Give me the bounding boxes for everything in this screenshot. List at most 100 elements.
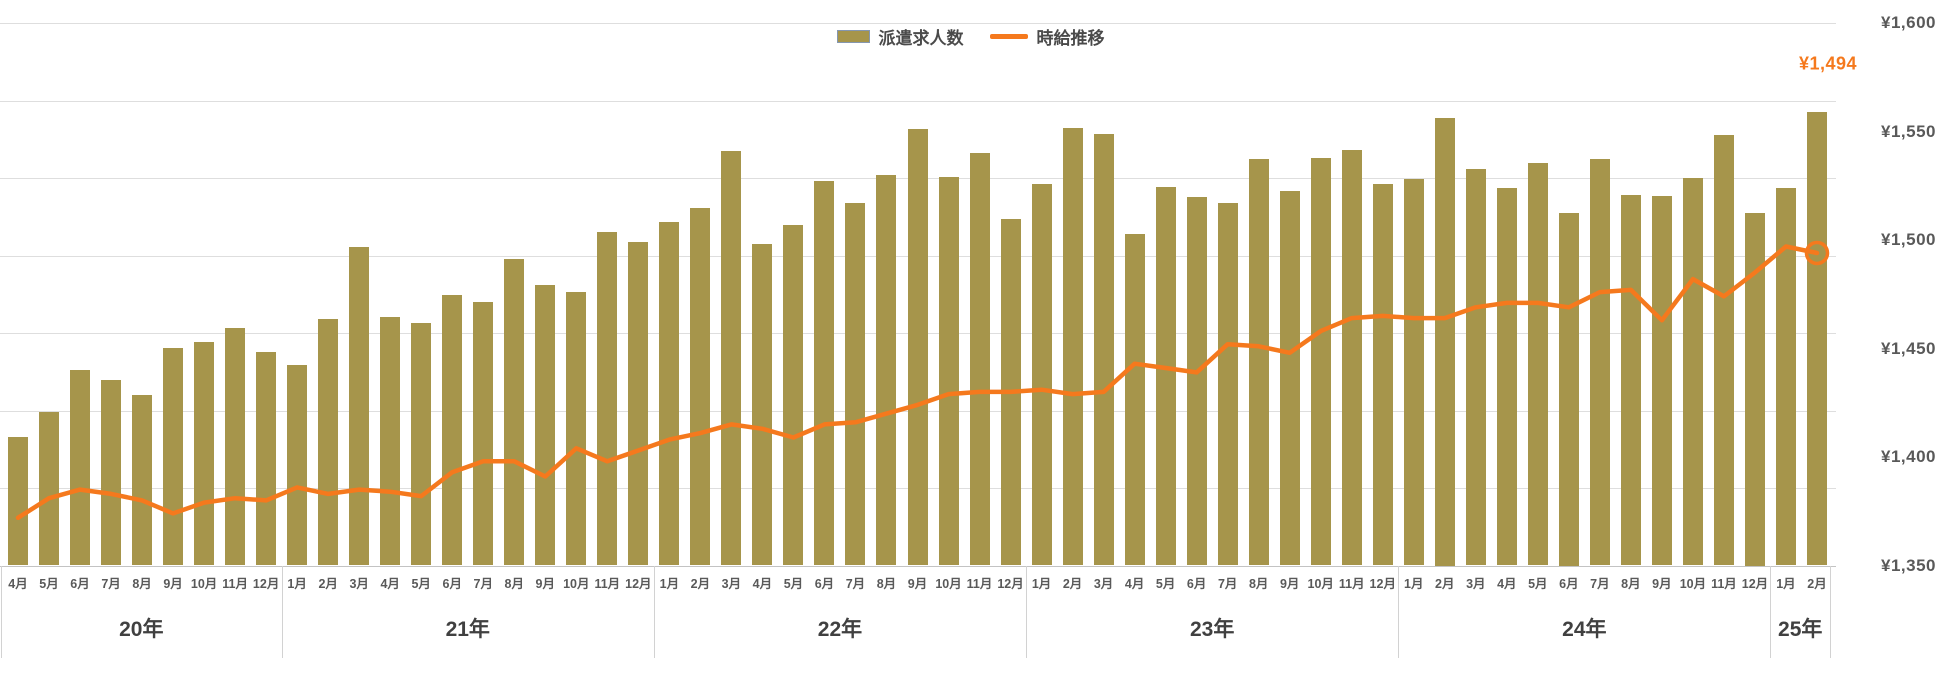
year-group-separator bbox=[1770, 565, 1772, 658]
bar-month-7 bbox=[225, 327, 246, 566]
bar-month-53 bbox=[1651, 196, 1672, 566]
month-tick-label: 5月 bbox=[783, 577, 804, 591]
year-group-separator bbox=[1398, 565, 1400, 658]
month-tick-label: 9月 bbox=[163, 577, 183, 591]
bar-month-41 bbox=[1279, 191, 1300, 566]
bar-month-42 bbox=[1310, 158, 1331, 566]
bar-month-27 bbox=[845, 203, 866, 566]
bar-month-34 bbox=[1062, 128, 1083, 566]
month-tick-label: 10月 bbox=[1307, 577, 1334, 591]
bar-series-label: 派遣求人数 bbox=[878, 29, 964, 48]
legend-item-bars: 派遣求人数 bbox=[836, 24, 964, 49]
month-tick-label: 12月 bbox=[1369, 577, 1396, 591]
month-tick-label: 11月 bbox=[1711, 577, 1737, 591]
bar-month-8 bbox=[256, 351, 277, 566]
bar-month-39 bbox=[1217, 203, 1238, 566]
latest-wage-callout: ¥1,494 bbox=[1798, 53, 1857, 74]
bar-month-25 bbox=[783, 224, 804, 566]
month-tick-label: 7月 bbox=[473, 577, 493, 591]
month-tick-label: 3月 bbox=[1093, 577, 1114, 591]
year-group-separator bbox=[1830, 565, 1831, 658]
month-tick-label: 4月 bbox=[752, 577, 773, 591]
bar-month-1 bbox=[39, 411, 60, 566]
bar-month-23 bbox=[721, 151, 742, 566]
bar-month-44 bbox=[1372, 184, 1393, 566]
latest-point-marker bbox=[1804, 240, 1830, 266]
month-tick-label: 7月 bbox=[101, 577, 121, 591]
bar-month-54 bbox=[1682, 178, 1703, 566]
month-tick-label: 5月 bbox=[1155, 577, 1176, 591]
month-tick-label: 5月 bbox=[1528, 577, 1548, 591]
bar-month-17 bbox=[535, 285, 556, 566]
right-axis-tick-label: ¥1,550 bbox=[1881, 121, 1936, 141]
year-group-separator bbox=[281, 565, 283, 658]
bar-series-swatch bbox=[836, 30, 870, 43]
x-axis-line bbox=[0, 565, 1836, 567]
month-tick-label: 4月 bbox=[380, 577, 400, 591]
bar-month-45 bbox=[1403, 179, 1424, 566]
year-group-label: 21年 bbox=[445, 618, 490, 641]
month-tick-label: 4月 bbox=[1497, 577, 1517, 591]
month-tick-label: 7月 bbox=[1217, 577, 1238, 591]
bar-month-12 bbox=[380, 317, 401, 566]
month-tick-label: 9月 bbox=[535, 577, 555, 591]
month-tick-label: 6月 bbox=[442, 577, 462, 591]
bar-month-4 bbox=[132, 395, 153, 566]
bar-month-50 bbox=[1558, 212, 1579, 566]
month-tick-label: 10月 bbox=[1679, 577, 1707, 591]
year-group-label: 20年 bbox=[119, 618, 164, 641]
bar-month-9 bbox=[287, 364, 308, 566]
year-group-label: 22年 bbox=[817, 618, 863, 641]
bar-month-58 bbox=[1807, 111, 1827, 566]
month-tick-label: 11月 bbox=[594, 577, 621, 591]
line-series-label: 時給推移 bbox=[1036, 29, 1105, 48]
bar-month-56 bbox=[1744, 212, 1765, 566]
bar-month-21 bbox=[659, 222, 680, 566]
bar-month-31 bbox=[969, 153, 990, 566]
bar-month-33 bbox=[1031, 184, 1052, 566]
month-tick-label: 8月 bbox=[504, 577, 524, 591]
bar-month-51 bbox=[1589, 159, 1610, 566]
bar-month-36 bbox=[1124, 234, 1145, 566]
month-tick-label: 9月 bbox=[1279, 577, 1300, 591]
month-tick-label: 6月 bbox=[1186, 577, 1207, 591]
year-group-label: 23年 bbox=[1189, 618, 1235, 641]
month-tick-label: 1月 bbox=[287, 577, 307, 591]
year-group-separator bbox=[1, 565, 2, 658]
bar-month-40 bbox=[1248, 159, 1269, 566]
month-tick-label: 6月 bbox=[70, 577, 90, 591]
bar-month-3 bbox=[101, 379, 122, 566]
bar-month-38 bbox=[1186, 197, 1207, 566]
month-tick-label: 7月 bbox=[845, 577, 866, 591]
bar-month-35 bbox=[1093, 134, 1114, 566]
month-tick-label: 1月 bbox=[1031, 577, 1052, 591]
month-tick-label: 11月 bbox=[966, 577, 993, 591]
month-tick-label: 1月 bbox=[1776, 577, 1796, 591]
bar-month-20 bbox=[628, 242, 649, 566]
bar-month-43 bbox=[1341, 149, 1362, 566]
month-tick-label: 2月 bbox=[1062, 577, 1083, 591]
month-tick-label: 11月 bbox=[222, 577, 248, 591]
h-gridline bbox=[0, 23, 1836, 24]
month-tick-label: 11月 bbox=[1338, 577, 1365, 591]
bar-month-29 bbox=[907, 128, 928, 566]
month-tick-label: 2月 bbox=[318, 577, 338, 591]
bar-month-22 bbox=[690, 207, 711, 566]
month-tick-label: 9月 bbox=[907, 577, 928, 591]
right-axis-tick-label: ¥1,600 bbox=[1881, 13, 1936, 32]
bar-month-55 bbox=[1713, 134, 1734, 566]
month-tick-label: 8月 bbox=[1248, 577, 1269, 591]
month-tick-label: 3月 bbox=[721, 577, 742, 591]
month-tick-label: 9月 bbox=[1652, 577, 1672, 591]
bar-month-24 bbox=[752, 243, 773, 566]
bar-month-52 bbox=[1620, 194, 1641, 566]
bar-month-11 bbox=[349, 247, 370, 566]
year-group-separator bbox=[653, 565, 655, 658]
month-tick-label: 10月 bbox=[935, 577, 962, 591]
right-axis-tick-label: ¥1,500 bbox=[1881, 230, 1936, 249]
bar-month-10 bbox=[318, 319, 339, 566]
bar-month-30 bbox=[938, 177, 959, 566]
h-gridline bbox=[0, 100, 1836, 102]
bar-month-49 bbox=[1527, 162, 1548, 566]
